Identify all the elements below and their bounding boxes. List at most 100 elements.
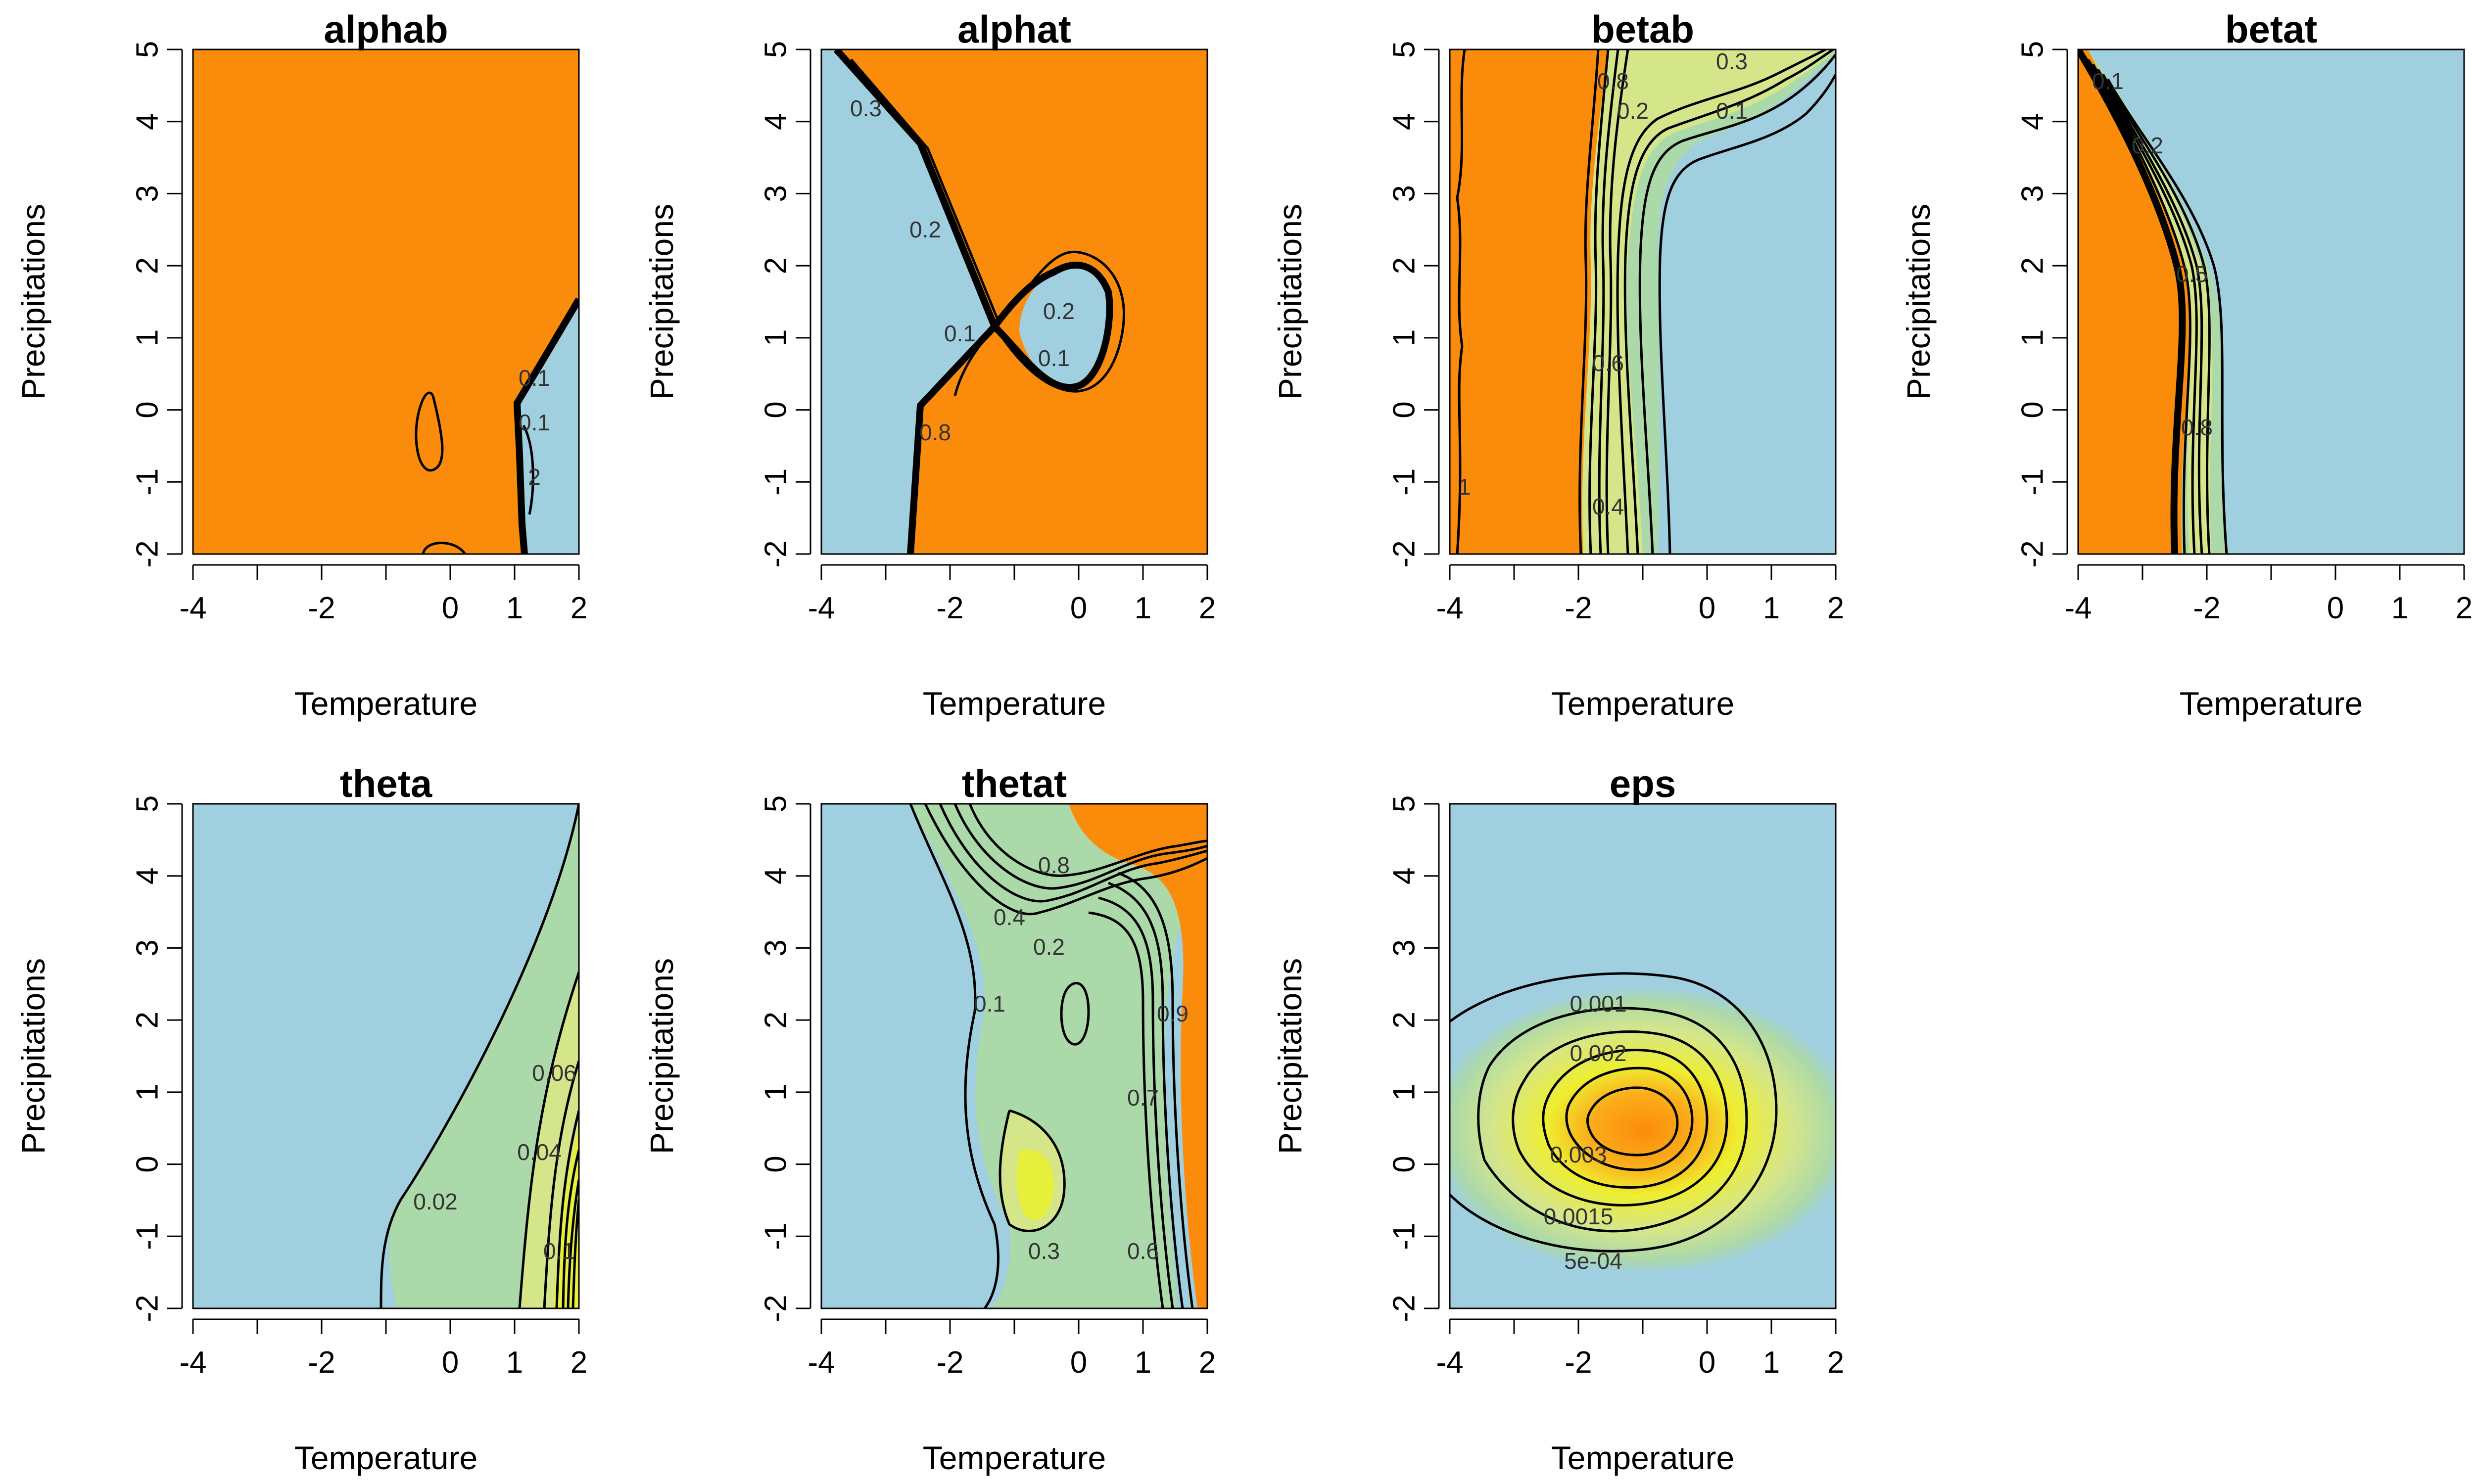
contour-line-0 (380, 804, 579, 1308)
x-tick-label: -4 (808, 1345, 835, 1380)
y-tick-label: -2 (2015, 540, 2049, 567)
contour-label: 0.6 (1127, 1238, 1159, 1264)
x-tick-label: 1 (506, 591, 523, 625)
y-tick-label: 1 (759, 1084, 793, 1101)
fill-region-3 (1626, 49, 1836, 554)
y-tick-label: -1 (1387, 468, 1421, 496)
y-axis: -2 -1 0 1 2 3 4 5 Precipitations (643, 41, 811, 568)
y-axis: -2 -1 0 1 2 3 4 5 Precipitations (15, 41, 183, 568)
x-axis-label: Temperature (1551, 1439, 1735, 1476)
contour-line-2 (2092, 63, 2198, 554)
fill-region-1 (821, 49, 995, 554)
contour-label: 0.3 (850, 95, 882, 121)
y-tick-label: -2 (130, 540, 164, 567)
panel-betat: 0.1 0.2 0.5 0.8 betat -4 -2 0 1 2 Temperature -2 -1 0… (1900, 7, 2473, 722)
panel-alphat: 0.3 0.2 0.1 0.2 0.1 0.8 alphat -4 -2 0 1 2 Temperatu… (643, 7, 1216, 722)
plot-frame (192, 48, 580, 555)
y-tick-label: 1 (130, 329, 164, 346)
y-tick-label: 0 (759, 1156, 793, 1172)
x-axis: -4 -2 0 1 2 Temperature (808, 1318, 1216, 1476)
contour-label: 0.001 (1570, 991, 1626, 1017)
contour-label: 0.8 (919, 419, 951, 445)
x-tick-label: 1 (2391, 591, 2408, 625)
contour-line-0 (1450, 972, 1778, 1252)
y-tick-label: 4 (1387, 113, 1421, 130)
x-axis: -4 -2 0 1 2 Temperature (808, 564, 1216, 722)
y-axis: -2 -1 0 1 2 3 4 5 Precipitations (1900, 41, 2068, 568)
heatmap-area: 0.3 0.2 0.1 0.2 0.1 0.8 (821, 49, 1207, 554)
contour-label: 0.002 (1570, 1040, 1626, 1066)
x-axis-label: Temperature (294, 1439, 478, 1476)
heatmap-area: 0.1 0.1 2 (193, 49, 579, 554)
y-tick-label: 5 (1387, 41, 1421, 58)
y-tick-label: -2 (759, 540, 793, 567)
panel-eps: 0.001 0.002 0.003 0.0015 5e-04 eps -4 -2 0 1 2 Temp… (1272, 762, 1844, 1476)
y-tick-label: -2 (1387, 540, 1421, 567)
contour-label: 0.4 (1592, 494, 1624, 519)
y-tick-label: 1 (1387, 1084, 1421, 1101)
y-tick-label: 3 (130, 185, 164, 202)
x-tick-label: -4 (179, 1345, 206, 1380)
contour-line-2 (939, 804, 1207, 903)
fill-region-1 (1450, 987, 1836, 1274)
contour-line-4 (2101, 73, 2211, 554)
heatmap-area: 0.8 0.4 0.2 0.1 0.9 0.7 0.3 0.6 (821, 804, 1207, 1308)
contour-line-7 (1638, 53, 1836, 554)
y-tick-label: -1 (2015, 468, 2049, 496)
contour-line-0 (513, 297, 579, 554)
contour-line-2 (422, 542, 467, 554)
contour-line-1 (924, 804, 1207, 916)
x-tick-label: 0 (2327, 591, 2344, 625)
contour-line-6 (1623, 49, 1834, 554)
heatmap-area: 0.1 0.2 0.5 0.8 (2078, 49, 2464, 554)
contour-label: 0.1 (974, 991, 1005, 1017)
x-tick-label: -2 (1565, 1345, 1592, 1380)
contour-line-2 (543, 1061, 579, 1308)
contour-line-3 (993, 250, 1125, 393)
y-tick-label: 4 (1387, 867, 1421, 884)
x-tick-label: -2 (2193, 591, 2220, 625)
y-tick-label: 4 (130, 867, 164, 884)
contour-line-4 (968, 804, 1207, 877)
contour-line-8 (1658, 73, 1836, 554)
x-tick-label: 1 (1135, 1345, 1151, 1380)
contour-line-2 (1588, 49, 1610, 554)
x-axis-label: Temperature (294, 685, 478, 722)
heatmap-area: 0.02 0.04 0.06 0.1 (193, 804, 579, 1308)
panel-title: betab (1591, 7, 1694, 51)
y-tick-label: 2 (1387, 1012, 1421, 1028)
x-tick-label: -2 (1565, 591, 1592, 625)
panel-title: betat (2225, 7, 2317, 51)
x-tick-label: 2 (1827, 591, 1844, 625)
y-axis-label: Precipitations (1900, 204, 1937, 400)
x-tick-label: 1 (1763, 1345, 1780, 1380)
contour-label: 0.4 (994, 904, 1025, 930)
contour-line-1 (1578, 49, 1600, 554)
contour-label: 5e-04 (1564, 1248, 1622, 1274)
y-tick-label: 3 (130, 939, 164, 956)
x-tick-label: 0 (1070, 1345, 1087, 1380)
x-tick-label: 0 (442, 1345, 459, 1380)
y-axis: -2 -1 0 1 2 3 4 5 Precipitations (15, 795, 183, 1322)
y-tick-label: 0 (1387, 401, 1421, 418)
y-tick-label: 3 (1387, 939, 1421, 956)
x-tick-label: -4 (2064, 591, 2092, 625)
contour-line-3 (2096, 68, 2203, 554)
contour-label: 0.2 (2132, 133, 2163, 158)
panel-title: alphab (324, 7, 448, 51)
fill-region-1 (910, 804, 1207, 1308)
fill-region-1 (1450, 49, 1608, 554)
contour-label: 1 (1458, 474, 1471, 500)
y-tick-label: 5 (759, 795, 793, 812)
y-tick-label: 2 (2015, 257, 2049, 274)
contour-line-0 (1456, 49, 1466, 554)
contour-label: 0.02 (413, 1189, 458, 1214)
contour-label: 0.04 (517, 1139, 562, 1165)
x-tick-label: 1 (1135, 591, 1151, 625)
contour-label: 0.6 (1592, 350, 1624, 376)
x-axis-label: Temperature (1551, 685, 1735, 722)
contour-line-9 (1060, 981, 1090, 1046)
contour-line-7 (1108, 881, 1184, 1308)
contour-label: 0.0015 (1544, 1204, 1614, 1229)
y-tick-label: -2 (1387, 1295, 1421, 1322)
